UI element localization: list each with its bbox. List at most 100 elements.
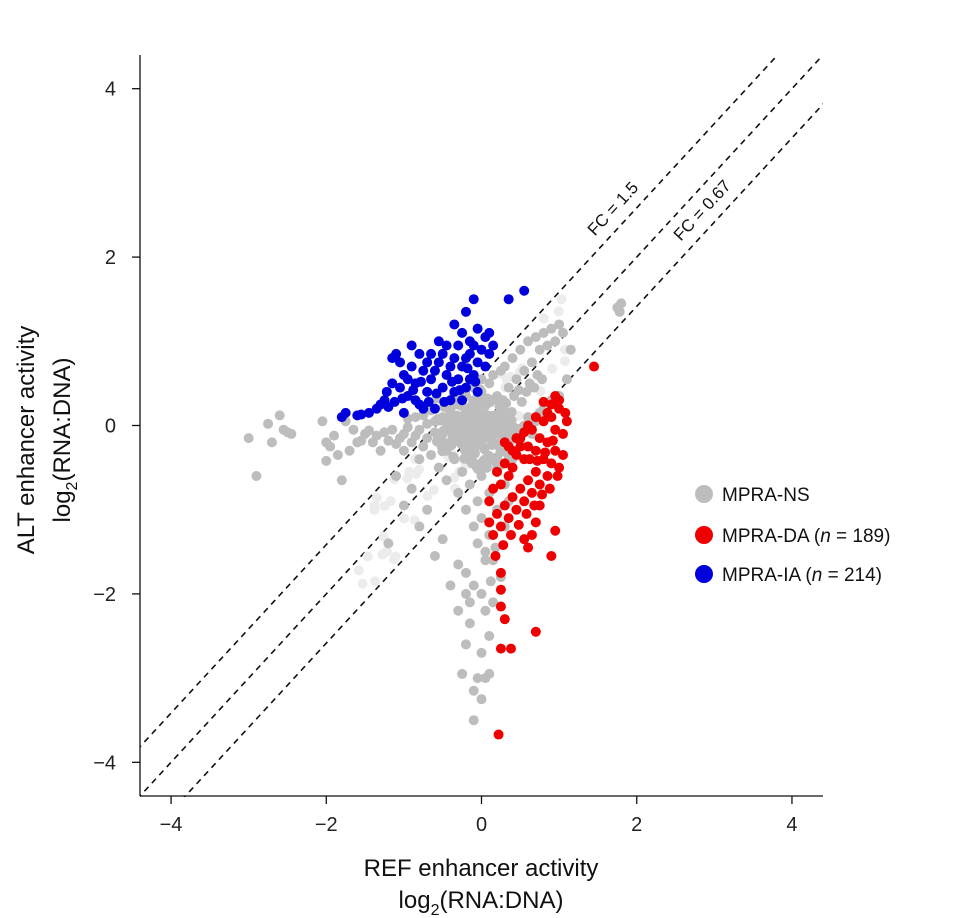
data-point-mpra-ia <box>449 319 460 330</box>
data-point-mpra-da <box>484 517 495 528</box>
data-point-mpra-ia <box>415 376 426 387</box>
data-point-mpra-ns <box>484 631 495 642</box>
data-point-mpra-ns <box>449 454 460 465</box>
data-point-mpra-ns <box>321 455 332 466</box>
data-point-mpra-ns <box>406 483 417 494</box>
data-point-mpra-ns <box>507 353 518 364</box>
data-point-mpra-ia <box>414 348 425 359</box>
data-point-mpra-ns <box>437 428 448 439</box>
data-point-mpra-ia <box>395 357 406 368</box>
y-axis-title: ALT enhancer activity <box>13 326 40 555</box>
data-point-mpra-ns <box>460 639 471 650</box>
data-point-mpra-ns <box>472 673 483 684</box>
data-point-mpra-da <box>526 529 537 540</box>
data-point-mpra-ia <box>418 403 429 414</box>
data-point-faint <box>370 576 381 587</box>
data-point-mpra-ns <box>485 424 496 435</box>
data-point-mpra-ia <box>454 385 465 396</box>
data-point-mpra-da <box>515 441 526 452</box>
data-point-mpra-ns <box>476 471 487 482</box>
data-point-mpra-ia <box>457 395 468 406</box>
legend-marker-mpra-ns <box>695 485 713 503</box>
y-ticks: −4 −2 0 2 4 <box>93 79 140 774</box>
data-point-mpra-ia <box>406 340 417 351</box>
data-point-mpra-ns <box>490 542 501 553</box>
data-point-faint <box>422 490 433 501</box>
data-point-mpra-ns <box>433 437 444 448</box>
data-point-mpra-ns <box>398 500 409 511</box>
data-point-mpra-ns <box>488 597 499 608</box>
y-axis-unit: log2(RNA:DNA) <box>49 358 81 523</box>
data-point-mpra-ns <box>371 430 382 441</box>
data-point-mpra-da <box>499 458 510 469</box>
data-point-mpra-ns <box>464 597 475 608</box>
data-point-mpra-ns <box>422 418 433 429</box>
data-point-mpra-ns <box>480 546 491 557</box>
data-point-mpra-ia <box>503 294 514 305</box>
data-point-mpra-ia <box>472 386 483 397</box>
data-point-mpra-da <box>589 361 600 372</box>
data-point-mpra-da <box>484 496 495 507</box>
data-point-mpra-da <box>546 551 557 562</box>
data-point-core <box>499 419 510 430</box>
fc-label-0: FC = 1.5 <box>584 178 642 239</box>
data-point-faint <box>357 578 368 589</box>
data-point-mpra-ns <box>426 449 437 460</box>
data-point-faint <box>353 565 364 576</box>
data-point-mpra-ns <box>460 588 471 599</box>
data-point-mpra-ns <box>410 412 421 423</box>
series-mpra-ia <box>336 285 530 423</box>
data-point-mpra-ns <box>457 424 468 435</box>
data-point-mpra-da <box>530 412 541 423</box>
data-point-mpra-ns <box>516 396 527 407</box>
data-point-mpra-ia <box>476 344 487 355</box>
data-point-mpra-da <box>499 500 510 511</box>
x-ticks: −4 −2 0 2 4 <box>160 796 798 836</box>
data-point-mpra-ia <box>437 382 448 393</box>
data-point-mpra-ns <box>523 412 534 423</box>
data-point-mpra-ns <box>468 521 479 532</box>
data-point-mpra-ia <box>389 396 400 407</box>
data-point-mpra-ns <box>468 580 479 591</box>
data-point-mpra-da <box>492 466 503 477</box>
data-point-mpra-ns <box>414 521 425 532</box>
data-point-mpra-da <box>557 449 568 460</box>
data-point-mpra-ia <box>395 382 406 393</box>
data-point-mpra-ns <box>488 369 499 380</box>
data-point-mpra-ns <box>550 336 561 347</box>
data-point-mpra-ns <box>418 441 429 452</box>
data-point-mpra-ns <box>614 306 625 317</box>
data-point-mpra-ns <box>459 433 470 444</box>
data-point-mpra-da <box>546 458 557 469</box>
data-point-mpra-ia <box>462 363 473 374</box>
data-point-mpra-ia <box>472 323 483 334</box>
data-point-mpra-ns <box>453 487 464 498</box>
data-point-mpra-ns <box>453 605 464 616</box>
data-point-mpra-da <box>490 551 501 562</box>
data-point-mpra-da <box>495 601 506 612</box>
data-point-mpra-ns <box>263 418 274 429</box>
data-point-faint <box>538 313 549 324</box>
data-point-mpra-ia <box>429 365 440 376</box>
data-point-mpra-ns <box>460 567 471 578</box>
data-point-mpra-ia <box>447 376 458 387</box>
data-point-mpra-ns <box>422 504 433 515</box>
data-point-mpra-da <box>523 441 534 452</box>
data-point-faint <box>379 501 390 512</box>
data-point-mpra-ns <box>480 399 491 410</box>
data-point-mpra-ns <box>472 407 483 418</box>
data-point-mpra-ns <box>493 412 504 423</box>
data-point-mpra-da <box>550 424 561 435</box>
data-point-faint <box>411 469 422 480</box>
data-point-mpra-da <box>511 433 522 444</box>
data-point-mpra-ia <box>468 294 479 305</box>
data-point-mpra-ns <box>375 445 386 456</box>
data-point-mpra-da <box>511 504 522 515</box>
data-point-mpra-ia <box>397 393 408 404</box>
data-point-mpra-ia <box>402 374 413 385</box>
data-point-mpra-ns <box>476 588 487 599</box>
data-point-mpra-da <box>557 428 568 439</box>
data-point-mpra-ns <box>251 471 262 482</box>
data-point-mpra-da <box>505 529 516 540</box>
data-point-mpra-ns <box>526 357 537 368</box>
